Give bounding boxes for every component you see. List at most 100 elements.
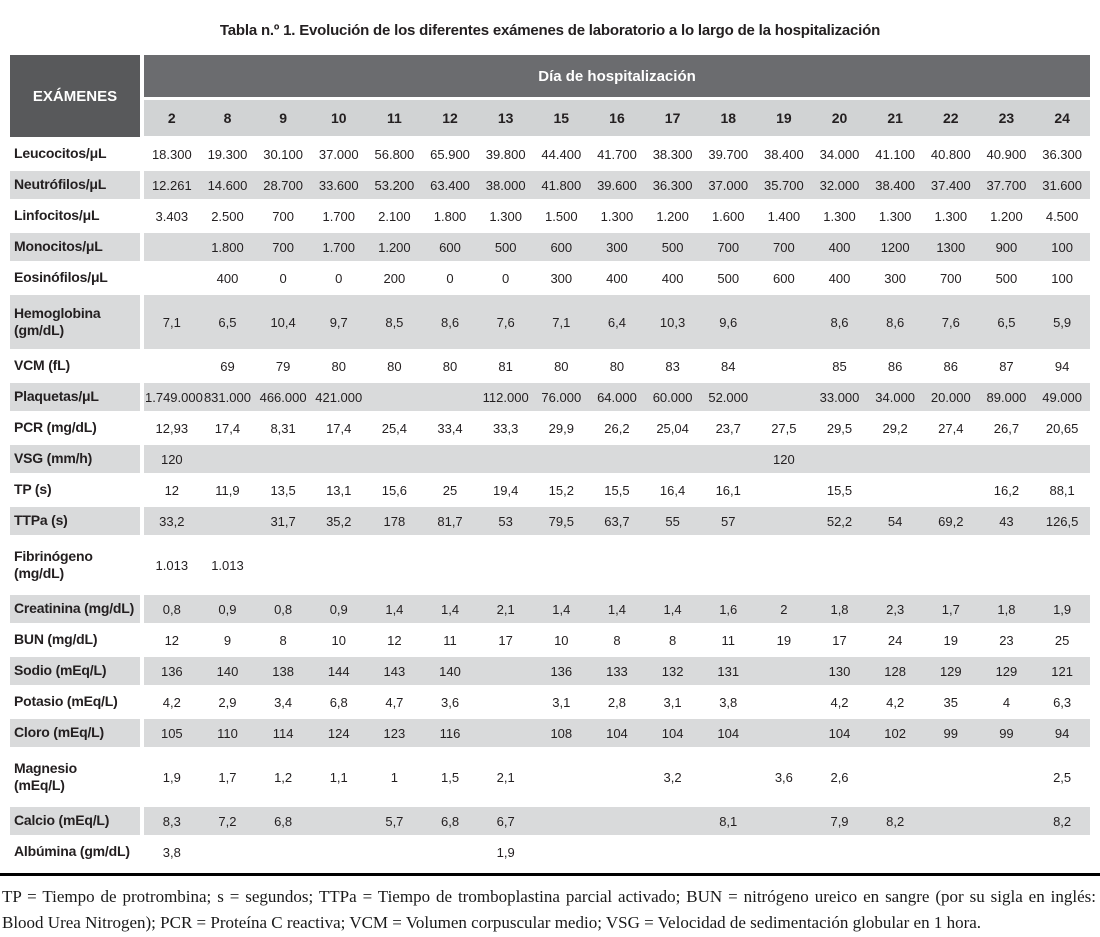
cell: 6,8 bbox=[422, 807, 478, 838]
cell: 65.900 bbox=[422, 140, 478, 171]
cell: 6,4 bbox=[589, 295, 645, 352]
cell: 300 bbox=[867, 264, 923, 295]
cell bbox=[144, 264, 200, 295]
cell: 31.600 bbox=[1034, 171, 1090, 202]
cell: 88,1 bbox=[1034, 476, 1090, 507]
cell bbox=[533, 538, 590, 595]
cell: 700 bbox=[700, 233, 757, 264]
row-label: Fibrinógeno (mg/dL) bbox=[10, 538, 144, 595]
day-column-header: 17 bbox=[644, 100, 701, 140]
cell bbox=[978, 807, 1035, 838]
cell: 12 bbox=[144, 626, 200, 657]
cell: 15,2 bbox=[533, 476, 590, 507]
day-column-header: 18 bbox=[700, 100, 757, 140]
cell: 35.700 bbox=[756, 171, 812, 202]
cell: 79,5 bbox=[533, 507, 590, 538]
table-row: Neutrófilos/μL 12.261 14.600 28.700 33.600 53… bbox=[10, 171, 1090, 202]
cell: 131 bbox=[700, 657, 757, 688]
cell: 6,7 bbox=[477, 807, 534, 838]
cell: 1,4 bbox=[422, 595, 478, 626]
cell: 4 bbox=[978, 688, 1035, 719]
row-label: TTPa (s) bbox=[10, 507, 144, 538]
lab-results-table: EXÁMENES Día de hospitalización 2 8 9 10 11 1… bbox=[10, 55, 1090, 869]
cell: 99 bbox=[978, 719, 1035, 750]
cell: 25 bbox=[1034, 626, 1090, 657]
cell bbox=[922, 807, 979, 838]
cell bbox=[756, 295, 812, 352]
row-label: Calcio (mEq/L) bbox=[10, 807, 144, 838]
cell bbox=[199, 838, 256, 869]
cell: 27,4 bbox=[922, 414, 979, 445]
cell: 8,6 bbox=[422, 295, 478, 352]
cell bbox=[867, 538, 923, 595]
row-label: VCM (fL) bbox=[10, 352, 144, 383]
cell bbox=[922, 750, 979, 807]
cell: 100 bbox=[1034, 233, 1090, 264]
cell: 56.800 bbox=[366, 140, 423, 171]
cell: 2,8 bbox=[589, 688, 645, 719]
cell: 3,1 bbox=[533, 688, 590, 719]
cell: 4,2 bbox=[144, 688, 200, 719]
table-row: TP (s) 12 11,9 13,5 13,1 15,6 25 19,4 15,2 15,5 16… bbox=[10, 476, 1090, 507]
row-label: Albúmina (gm/dL) bbox=[10, 838, 144, 869]
cell bbox=[811, 445, 868, 476]
day-column-header: 8 bbox=[199, 100, 256, 140]
cell: 16,4 bbox=[644, 476, 701, 507]
cell: 500 bbox=[644, 233, 701, 264]
cell: 421.000 bbox=[310, 383, 367, 414]
cell bbox=[756, 383, 812, 414]
cell: 7,6 bbox=[477, 295, 534, 352]
cell: 8 bbox=[255, 626, 311, 657]
cell: 400 bbox=[811, 233, 868, 264]
cell: 41.100 bbox=[867, 140, 923, 171]
cell: 1.200 bbox=[366, 233, 423, 264]
cell: 39.600 bbox=[589, 171, 645, 202]
cell: 32.000 bbox=[811, 171, 868, 202]
cell: 8,5 bbox=[366, 295, 423, 352]
cell: 0,9 bbox=[199, 595, 256, 626]
cell bbox=[255, 538, 311, 595]
cell: 3.403 bbox=[144, 202, 200, 233]
cell: 34.000 bbox=[811, 140, 868, 171]
cell: 110 bbox=[199, 719, 256, 750]
cell: 1,7 bbox=[922, 595, 979, 626]
cell bbox=[255, 445, 311, 476]
cell bbox=[756, 507, 812, 538]
cell: 34.000 bbox=[867, 383, 923, 414]
cell: 104 bbox=[811, 719, 868, 750]
cell bbox=[867, 750, 923, 807]
cell: 15,5 bbox=[589, 476, 645, 507]
cell bbox=[199, 445, 256, 476]
cell: 0 bbox=[255, 264, 311, 295]
day-column-header: 12 bbox=[422, 100, 478, 140]
cell: 63,7 bbox=[589, 507, 645, 538]
cell bbox=[422, 538, 478, 595]
day-column-header: 22 bbox=[922, 100, 979, 140]
cell: 900 bbox=[978, 233, 1035, 264]
cell: 29,2 bbox=[867, 414, 923, 445]
cell: 37.400 bbox=[922, 171, 979, 202]
cell: 3,1 bbox=[644, 688, 701, 719]
cell bbox=[811, 838, 868, 869]
cell: 80 bbox=[533, 352, 590, 383]
footnote-divider bbox=[0, 873, 1100, 876]
cell: 0,8 bbox=[255, 595, 311, 626]
cell: 69 bbox=[199, 352, 256, 383]
table-row: Eosinófilos/μL 400 0 0 200 0 0 300 400 400 500 600 4… bbox=[10, 264, 1090, 295]
cell: 17,4 bbox=[310, 414, 367, 445]
cell bbox=[922, 838, 979, 869]
cell: 466.000 bbox=[255, 383, 311, 414]
table-body: Leucocitos/μL 18.300 19.300 30.100 37.000 56.… bbox=[10, 140, 1090, 869]
cell bbox=[533, 750, 590, 807]
cell: 83 bbox=[644, 352, 701, 383]
cell: 600 bbox=[422, 233, 478, 264]
cell: 19,4 bbox=[477, 476, 534, 507]
cell: 19 bbox=[756, 626, 812, 657]
cell: 16,1 bbox=[700, 476, 757, 507]
cell: 89.000 bbox=[978, 383, 1035, 414]
cell: 8 bbox=[589, 626, 645, 657]
cell: 3,8 bbox=[144, 838, 200, 869]
cell: 86 bbox=[867, 352, 923, 383]
cell: 38.400 bbox=[756, 140, 812, 171]
